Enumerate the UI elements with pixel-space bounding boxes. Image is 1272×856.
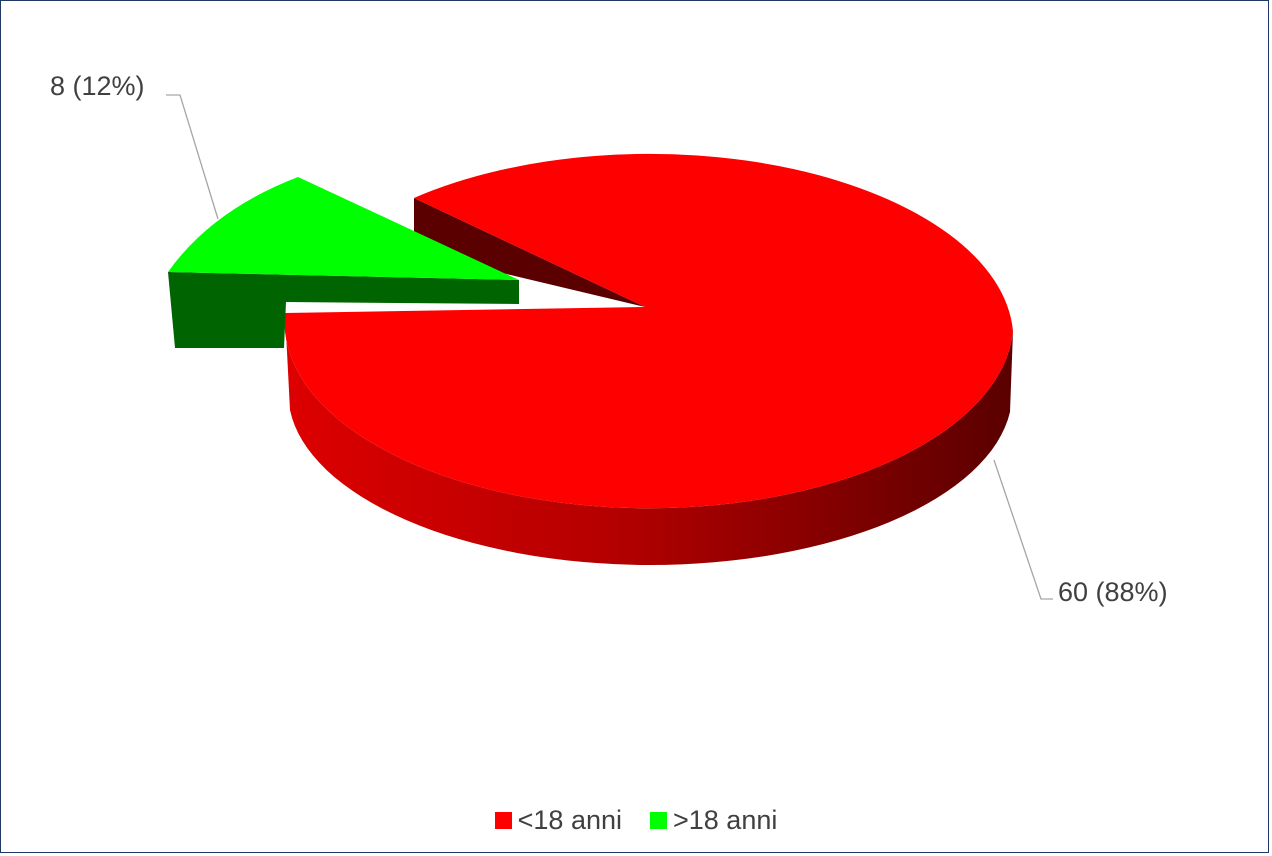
leader-line-under-18 <box>993 459 1053 600</box>
pie-slice-over-18-front <box>168 272 519 348</box>
legend-swatch-under-18 <box>494 811 512 829</box>
legend-label-over-18: >18 anni <box>673 804 778 835</box>
legend-label-under-18: <18 anni <box>517 804 622 835</box>
legend-item-over-18: >18 anni <box>650 805 777 836</box>
leader-line-over-18 <box>166 94 219 220</box>
pie-slice-over-18-top <box>168 177 519 280</box>
pie-slice-under-18-side <box>284 313 1014 565</box>
legend-item-under-18: <18 anni <box>494 804 622 836</box>
pie-slice-under-18 <box>284 153 1014 565</box>
data-label-over-18: 8 (12%) <box>50 71 145 101</box>
pie-slice-over-18 <box>168 177 519 348</box>
chart-legend: <18 anni >18 anni <box>0 800 1272 840</box>
data-label-under-18: 60 (88%) <box>1058 577 1168 607</box>
legend-swatch-over-18 <box>650 811 667 829</box>
pie-slice-under-18-top <box>284 153 1014 509</box>
